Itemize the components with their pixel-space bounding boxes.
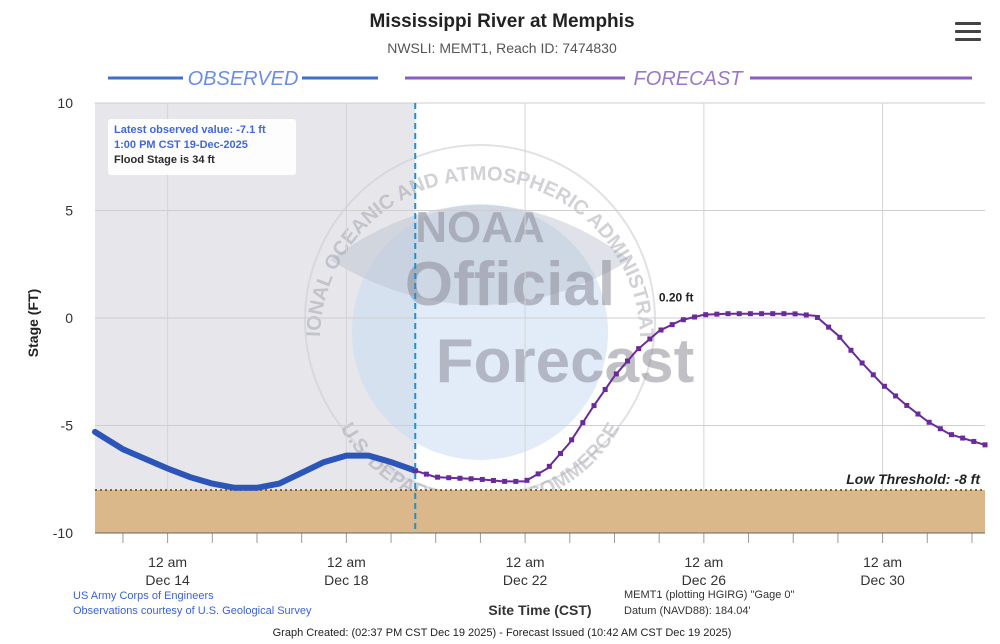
chart-menu-button[interactable] bbox=[955, 22, 981, 44]
forecast-point bbox=[848, 347, 854, 353]
forecast-point bbox=[971, 438, 977, 444]
y-tick-label: 0 bbox=[65, 310, 73, 326]
gage-datum-line1: MEMT1 (plotting HGIRG) "Gage 0" bbox=[624, 589, 795, 601]
latest-observation-box: Latest observed value: -7.1 ft 1:00 PM C… bbox=[108, 119, 296, 175]
forecast-point bbox=[736, 311, 742, 317]
forecast-point bbox=[457, 475, 463, 481]
y-tick-label: 5 bbox=[65, 203, 73, 219]
forecast-point bbox=[915, 411, 921, 417]
observed-header-label: OBSERVED bbox=[188, 68, 299, 90]
forecast-header-label: FORECAST bbox=[634, 68, 745, 90]
forecast-point bbox=[881, 383, 887, 389]
x-tick-date-label: Dec 30 bbox=[860, 572, 905, 588]
forecast-point bbox=[423, 471, 429, 477]
forecast-point bbox=[468, 476, 474, 482]
low-threshold-label: Low Threshold: -8 ft bbox=[846, 471, 981, 487]
forecast-point bbox=[803, 312, 809, 318]
x-tick-date-label: Dec 22 bbox=[503, 572, 548, 588]
forecast-point bbox=[725, 311, 731, 317]
forecast-point bbox=[658, 327, 664, 333]
forecast-point bbox=[580, 420, 586, 426]
graph-footer: Graph Created: (02:37 PM CST Dec 19 2025… bbox=[273, 627, 732, 639]
forecast-point bbox=[826, 324, 832, 330]
low-threshold-band: Low Threshold: -8 ft bbox=[95, 471, 985, 533]
forecast-point bbox=[937, 426, 943, 432]
credit-usace[interactable]: US Army Corps of Engineers bbox=[73, 590, 214, 602]
peak-value-label: 0.20 ft bbox=[659, 291, 694, 305]
forecast-point bbox=[948, 432, 954, 438]
chart-title: Mississippi River at Memphis bbox=[369, 11, 634, 32]
forecast-point bbox=[792, 311, 798, 317]
forecast-point bbox=[490, 478, 496, 484]
forecast-point bbox=[747, 311, 753, 317]
series-lines: 0.20 ft bbox=[92, 291, 988, 491]
menu-icon-bar bbox=[955, 38, 981, 41]
forecast-point bbox=[479, 476, 485, 482]
forecast-point bbox=[412, 468, 418, 474]
forecast-point bbox=[814, 314, 820, 320]
x-tick-time-label: 12 am bbox=[506, 554, 545, 570]
forecast-point bbox=[781, 311, 787, 317]
forecast-point bbox=[692, 314, 698, 320]
watermark-bird bbox=[330, 205, 630, 305]
menu-icon-bar bbox=[955, 22, 981, 25]
forecast-point bbox=[859, 360, 865, 366]
credit-usgs[interactable]: Observations courtesy of U.S. Geological… bbox=[73, 605, 312, 617]
forecast-point bbox=[893, 393, 899, 399]
x-axis-label: Site Time (CST) bbox=[488, 602, 591, 618]
forecast-point bbox=[982, 442, 988, 448]
latest-observed-value: Latest observed value: -7.1 ft bbox=[114, 124, 266, 136]
forecast-point bbox=[602, 386, 608, 392]
menu-icon-bar bbox=[955, 30, 981, 33]
forecast-point bbox=[636, 346, 642, 352]
flood-stage-note: Flood Stage is 34 ft bbox=[114, 154, 215, 166]
forecast-point bbox=[926, 419, 932, 425]
x-tick-time-label: 12 am bbox=[684, 554, 723, 570]
observed-series-line bbox=[92, 428, 419, 491]
y-tick-label: -5 bbox=[61, 418, 74, 434]
gage-datum-line2: Datum (NAVD88): 184.04' bbox=[624, 605, 751, 617]
forecast-point bbox=[613, 371, 619, 377]
forecast-point bbox=[557, 450, 563, 456]
x-tick-time-label: 12 am bbox=[148, 554, 187, 570]
forecast-point bbox=[837, 334, 843, 340]
forecast-point bbox=[435, 474, 441, 480]
x-tick-date-label: Dec 18 bbox=[324, 572, 369, 588]
watermark-noaa-text: NOAA bbox=[415, 203, 545, 252]
low-threshold-fill bbox=[95, 490, 985, 533]
watermark-official-text: Official bbox=[405, 250, 615, 319]
forecast-point bbox=[714, 311, 720, 317]
forecast-point bbox=[546, 463, 552, 469]
forecast-point bbox=[759, 311, 765, 317]
forecast-point bbox=[669, 322, 675, 328]
forecast-point bbox=[502, 478, 508, 484]
forecast-point bbox=[569, 437, 575, 443]
forecast-point bbox=[524, 477, 530, 483]
forecast-point bbox=[446, 475, 452, 481]
forecast-point bbox=[904, 402, 910, 408]
latest-observed-time: 1:00 PM CST 19-Dec-2025 bbox=[114, 139, 248, 151]
forecast-point bbox=[680, 317, 686, 323]
grid-lines bbox=[95, 102, 985, 543]
x-tick-date-label: Dec 14 bbox=[145, 572, 190, 588]
y-axis-label: Stage (FT) bbox=[25, 289, 41, 357]
y-tick-label: 10 bbox=[57, 95, 73, 111]
forecast-point bbox=[625, 358, 631, 364]
x-tick-time-label: 12 am bbox=[327, 554, 366, 570]
chart-subtitle: NWSLI: MEMT1, Reach ID: 7474830 bbox=[387, 40, 617, 56]
forecast-point bbox=[960, 435, 966, 441]
axes: 10 5 0 -5 -10 12 am Dec 14 12 am Dec 18 12 am Dec … bbox=[53, 68, 985, 588]
y-tick-label: -10 bbox=[53, 525, 73, 541]
forecast-point bbox=[591, 403, 597, 409]
x-tick-time-label: 12 am bbox=[863, 554, 902, 570]
forecast-point bbox=[770, 311, 776, 317]
forecast-point bbox=[870, 372, 876, 378]
x-tick-date-label: Dec 26 bbox=[682, 572, 727, 588]
forecast-point bbox=[535, 471, 541, 477]
forecast-point bbox=[703, 312, 709, 318]
forecast-point bbox=[647, 336, 653, 342]
forecast-point bbox=[513, 478, 519, 484]
